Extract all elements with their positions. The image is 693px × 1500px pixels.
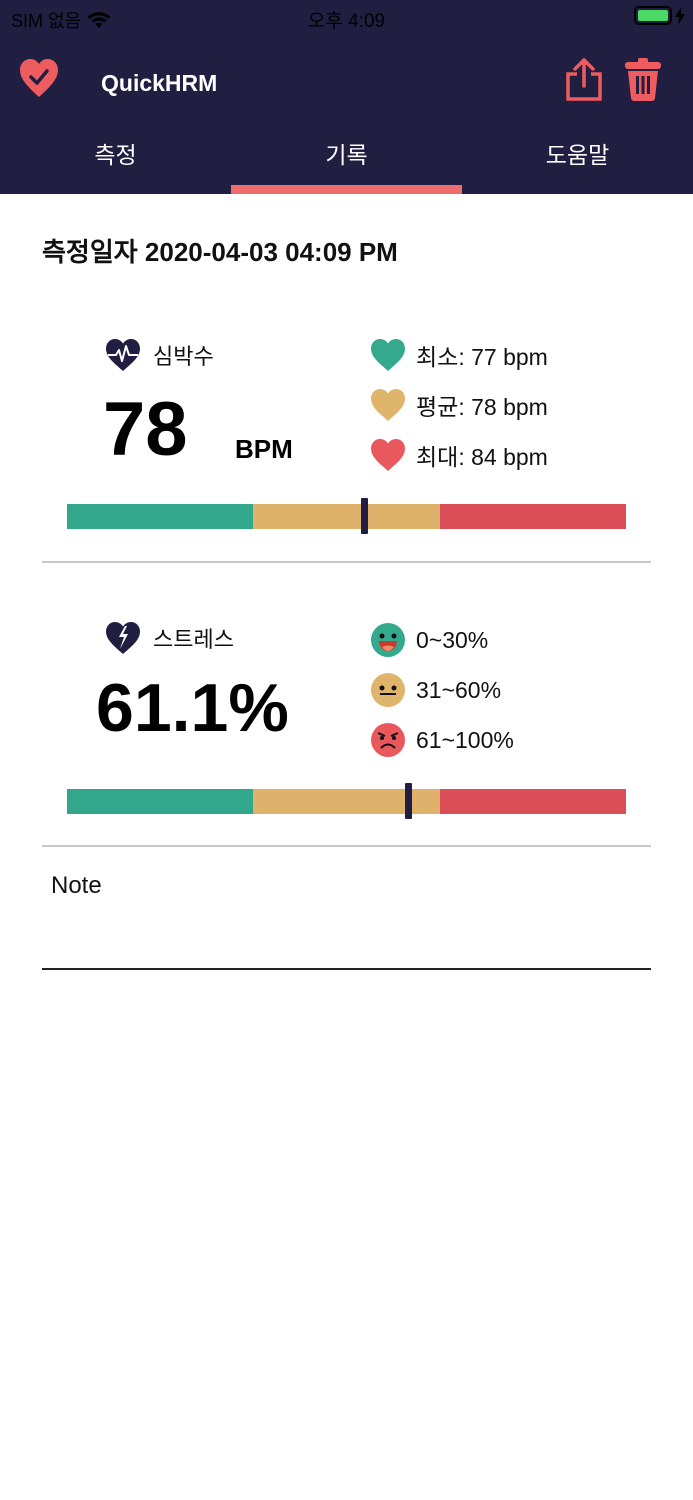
heart-rate-unit: BPM bbox=[235, 434, 293, 464]
gauge-low bbox=[67, 504, 254, 529]
heart-rate-value: 78 bbox=[103, 387, 188, 472]
gauge-high bbox=[439, 789, 626, 814]
nav-bar: QuickHRM bbox=[0, 50, 693, 110]
gauge-high bbox=[439, 504, 626, 529]
stress-label: 스트레스 bbox=[105, 621, 234, 655]
stress-title: 스트레스 bbox=[153, 627, 234, 652]
charging-bolt-icon bbox=[675, 6, 685, 25]
battery-icon bbox=[634, 6, 672, 25]
wifi-icon bbox=[87, 12, 111, 28]
note-underline bbox=[42, 968, 651, 970]
gauge-mid bbox=[253, 504, 440, 529]
heart-rate-title: 심박수 bbox=[153, 344, 214, 369]
tab-history[interactable]: 기록 bbox=[231, 126, 462, 194]
gauge-marker bbox=[405, 783, 412, 819]
tab-measure[interactable]: 측정 bbox=[94, 142, 137, 168]
happy-face-icon bbox=[370, 622, 406, 658]
status-bar: SIM 없음 오후 4:09 bbox=[0, 0, 693, 36]
record-date: 측정일자 2020-04-03 04:09 PM bbox=[42, 237, 398, 267]
gauge-low bbox=[67, 789, 254, 814]
heart-rate-label: 심박수 bbox=[105, 338, 214, 372]
max-stat: 최대: 84 bpm bbox=[370, 430, 548, 480]
heartbeat-icon bbox=[106, 339, 140, 371]
share-icon[interactable] bbox=[563, 56, 605, 102]
stress-section: 스트레스 61.1% 0~30% 31~60% bbox=[42, 615, 651, 819]
carrier-text: SIM 없음 bbox=[11, 11, 82, 31]
stress-gauge bbox=[67, 783, 626, 819]
status-right bbox=[634, 6, 685, 25]
stress-value: 61.1% bbox=[96, 670, 289, 746]
stress-range-low: 0~30% bbox=[370, 615, 514, 665]
heart-green-icon bbox=[370, 337, 406, 373]
heart-check-icon bbox=[20, 59, 58, 97]
section-divider bbox=[42, 845, 651, 847]
app-header: SIM 없음 오후 4:09 QuickHRM bbox=[0, 0, 693, 194]
heart-rate-section: 심박수 78 BPM 최소: 77 bpm 평균: 78 bpm 최대: 84 … bbox=[42, 330, 651, 534]
angry-face-icon bbox=[370, 722, 406, 758]
heart-rate-gauge bbox=[67, 498, 626, 534]
neutral-face-icon bbox=[370, 672, 406, 708]
gauge-marker bbox=[361, 498, 368, 534]
broken-heart-icon bbox=[106, 622, 140, 654]
app-title: QuickHRM bbox=[101, 70, 218, 96]
tab-bar: 측정 기록 도움말 bbox=[0, 126, 693, 194]
avg-stat: 평균: 78 bpm bbox=[370, 380, 548, 430]
status-left: SIM 없음 bbox=[11, 7, 111, 33]
note-field[interactable]: Note bbox=[51, 872, 102, 899]
stress-ranges: 0~30% 31~60% 61~100% bbox=[370, 615, 514, 765]
min-stat: 최소: 77 bpm bbox=[370, 330, 548, 380]
stress-range-mid: 31~60% bbox=[370, 665, 514, 715]
trash-icon[interactable] bbox=[622, 56, 664, 102]
tab-help[interactable]: 도움말 bbox=[545, 142, 610, 168]
heart-rate-stats: 최소: 77 bpm 평균: 78 bpm 최대: 84 bpm bbox=[370, 330, 548, 480]
section-divider bbox=[42, 561, 651, 563]
clock: 오후 4:09 bbox=[307, 11, 386, 32]
heart-yellow-icon bbox=[370, 387, 406, 423]
stress-range-high: 61~100% bbox=[370, 715, 514, 765]
heart-red-icon bbox=[370, 437, 406, 473]
